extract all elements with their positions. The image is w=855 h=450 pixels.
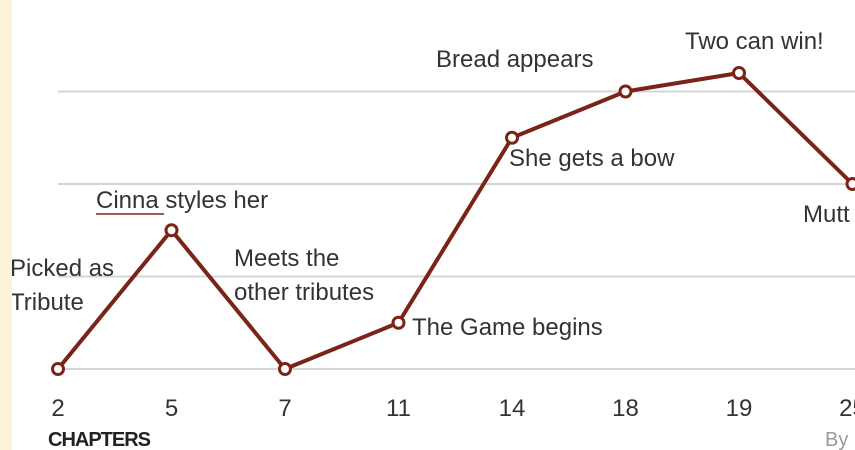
data-point (845, 177, 855, 191)
data-point (391, 315, 406, 330)
series-line (56, 71, 854, 371)
data-point (732, 66, 746, 80)
x-axis-label: CHAPTERS (48, 429, 151, 450)
x-tick-label: 2 (51, 395, 64, 422)
annotations: Picked as Tribute Cinna styles her Meets th… (12, 28, 850, 341)
x-tick-label: 25 (839, 395, 855, 422)
annotation-label: The Game begins (412, 314, 603, 341)
x-tick-label: 14 (499, 395, 526, 422)
data-point (505, 130, 519, 145)
annotation-label: Two can win! (685, 28, 824, 55)
chart-container: Picked as Tribute Cinna styles her Meets th… (12, 0, 855, 450)
x-tick-label: 5 (165, 395, 178, 422)
annotation-label: Picked as Tribute (12, 255, 114, 316)
x-tick-label: 18 (612, 395, 639, 422)
annotation-label: Cinna styles her (96, 187, 268, 214)
line-chart: Picked as Tribute Cinna styles her Meets th… (12, 28, 855, 450)
data-point (51, 362, 65, 376)
x-tick-label: 19 (726, 395, 753, 422)
data-point (164, 223, 179, 238)
annotation-label: Bread appears (436, 46, 593, 73)
annotation-label: She gets a bow (509, 145, 675, 172)
annotation-label: Mutt (803, 201, 850, 228)
data-point (618, 84, 633, 99)
annotation-label: Meets the other tributes (234, 245, 374, 306)
corner-text: By (825, 429, 848, 450)
data-point (278, 362, 292, 376)
gridlines (58, 90, 855, 370)
x-tick-labels: 2571114181925 (51, 395, 855, 422)
x-tick-label: 11 (386, 395, 411, 422)
data-points (51, 66, 855, 376)
x-tick-label: 7 (278, 395, 291, 422)
